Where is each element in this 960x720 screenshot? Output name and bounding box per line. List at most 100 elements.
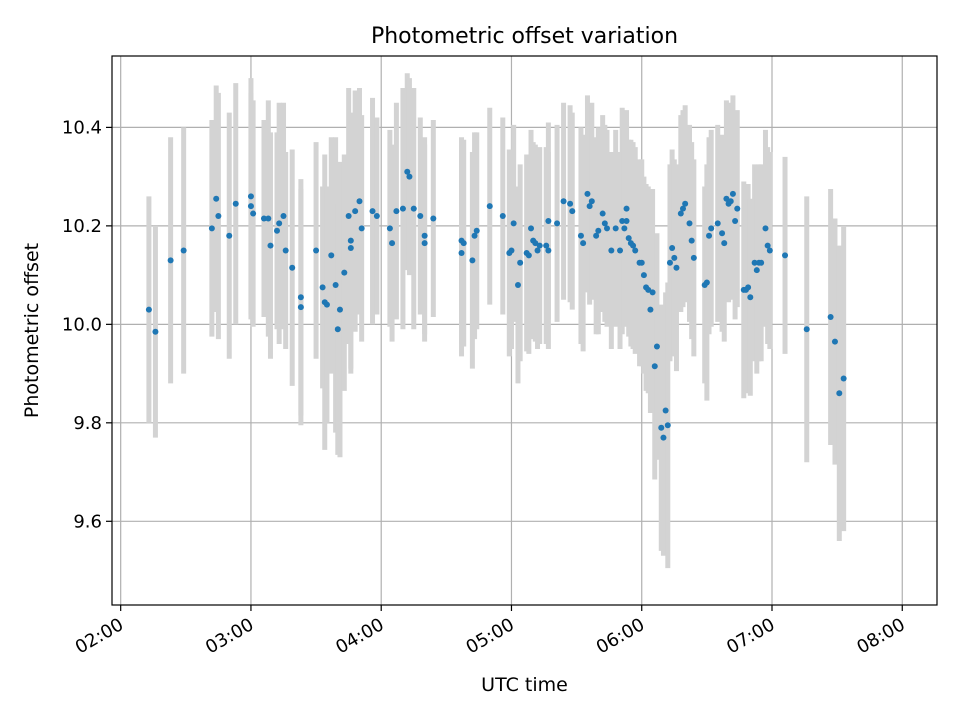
data-point — [347, 245, 354, 252]
data-point — [751, 259, 758, 266]
data-point — [840, 375, 847, 382]
data-point — [313, 247, 320, 254]
y-tick-label: 9.6 — [73, 511, 102, 532]
data-point — [358, 225, 365, 232]
data-point — [226, 232, 233, 239]
data-point — [719, 230, 726, 237]
data-point — [341, 269, 348, 276]
data-point — [747, 294, 754, 301]
data-point — [208, 225, 215, 232]
data-point — [677, 210, 684, 217]
data-point — [753, 267, 760, 274]
data-point — [486, 203, 493, 210]
data-point — [417, 213, 424, 220]
data-point — [690, 254, 697, 261]
data-point — [276, 220, 283, 227]
data-point — [267, 242, 274, 249]
data-point — [651, 363, 658, 370]
data-point — [247, 193, 254, 200]
data-point — [386, 225, 393, 232]
data-point — [532, 240, 539, 247]
data-point — [621, 225, 628, 232]
data-point — [664, 422, 671, 429]
data-point — [803, 326, 810, 333]
data-point — [469, 257, 476, 264]
data-point — [280, 213, 287, 220]
data-point — [601, 220, 608, 227]
data-point — [604, 225, 610, 232]
data-point — [345, 213, 352, 220]
data-point — [499, 213, 506, 220]
data-point — [669, 245, 676, 252]
data-points — [145, 168, 847, 441]
data-point — [336, 306, 343, 313]
data-point — [827, 313, 834, 320]
data-point — [545, 247, 552, 254]
data-point — [297, 294, 304, 301]
data-point — [289, 264, 296, 271]
y-tick-label: 10.2 — [62, 216, 102, 237]
data-point — [619, 217, 626, 224]
data-point — [688, 237, 695, 244]
data-point — [612, 225, 619, 232]
data-point — [430, 215, 437, 222]
data-point — [510, 220, 517, 227]
data-point — [638, 259, 645, 266]
plot-frame — [111, 55, 938, 606]
data-point — [640, 272, 647, 279]
data-point — [232, 200, 239, 207]
data-point — [250, 210, 257, 217]
data-point — [766, 247, 773, 254]
data-point — [406, 173, 413, 180]
data-point — [323, 301, 330, 308]
data-point — [703, 279, 710, 286]
data-point — [617, 247, 624, 254]
data-point — [660, 434, 667, 441]
data-point — [584, 190, 591, 197]
data-point — [554, 220, 561, 227]
data-point — [145, 306, 152, 313]
data-point — [595, 227, 602, 234]
data-point — [265, 215, 272, 222]
data-point — [729, 190, 736, 197]
data-point — [666, 259, 673, 266]
data-point — [649, 289, 656, 296]
data-point — [708, 225, 715, 232]
data-point — [274, 227, 280, 234]
data-point — [514, 281, 521, 288]
data-point — [682, 200, 689, 207]
data-point — [334, 326, 341, 333]
y-tick-label: 9.8 — [73, 413, 102, 434]
data-point — [599, 210, 606, 217]
data-point — [215, 213, 222, 220]
data-point — [762, 225, 769, 232]
data-point — [525, 252, 532, 259]
data-point — [671, 254, 678, 261]
data-point — [410, 205, 417, 212]
y-tick-label: 10.0 — [62, 314, 102, 335]
data-point — [517, 259, 524, 266]
data-point — [658, 424, 665, 431]
data-point — [399, 205, 406, 212]
data-point — [373, 213, 380, 220]
data-point — [560, 198, 567, 205]
data-point — [623, 205, 630, 212]
chart-title: Photometric offset variation — [371, 24, 678, 49]
data-point — [721, 240, 728, 247]
data-point — [393, 208, 400, 215]
data-point — [328, 252, 335, 259]
data-point — [723, 195, 730, 202]
data-point — [608, 247, 615, 254]
y-axis-ticks: 9.6 9.8 10.0 10.2 10.4 — [62, 117, 112, 532]
data-point — [836, 390, 843, 397]
data-point — [389, 240, 396, 247]
data-point — [588, 198, 595, 205]
data-point — [734, 205, 741, 212]
data-point — [458, 249, 465, 256]
data-point — [213, 195, 220, 202]
data-point — [508, 247, 515, 254]
data-point — [460, 240, 467, 247]
data-point — [727, 198, 734, 205]
data-point — [645, 286, 652, 293]
